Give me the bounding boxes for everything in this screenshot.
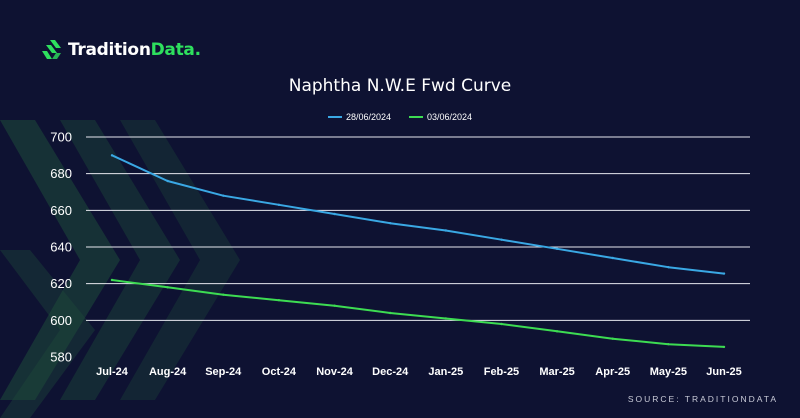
y-tick-label: 700 [50, 130, 72, 145]
x-tick-label: Jun-25 [706, 366, 741, 378]
x-tick-label: Feb-25 [484, 366, 519, 378]
legend-label: 28/06/2024 [345, 112, 391, 122]
series-line-1 [111, 154, 725, 275]
data-point [667, 342, 670, 346]
data-point [333, 212, 336, 216]
data-point [110, 278, 114, 282]
chart-legend: 28/06/2024 03/06/2024 [0, 112, 800, 122]
legend-swatch [327, 116, 342, 118]
data-point [555, 247, 559, 251]
data-point [388, 221, 392, 225]
tradition-logo-icon [42, 40, 61, 59]
data-point [444, 229, 448, 232]
source-note: SOURCE: TRADITIONDATA [627, 394, 778, 404]
data-point [611, 256, 614, 260]
decor-chevron [0, 120, 120, 400]
brand-logo: TraditionData. [40, 38, 201, 62]
data-point [667, 265, 670, 269]
data-point [500, 322, 503, 326]
legend-swatch [409, 116, 423, 118]
x-tick-label: Aug-24 [149, 366, 187, 378]
x-tick-label: Jan-25 [428, 366, 463, 378]
decor-chevron [60, 120, 180, 400]
brand-name: TraditionData. [68, 40, 201, 60]
y-tick-label: 660 [50, 203, 72, 218]
x-tick-label: Nov-24 [316, 366, 354, 378]
x-tick-label: Jul-24 [96, 366, 129, 378]
x-tick-label: Oct-24 [262, 366, 297, 378]
data-point [166, 179, 169, 183]
decor-chevron [120, 120, 240, 400]
legend-label: 03/06/2024 [427, 112, 473, 122]
x-tick-label: Mar-25 [539, 366, 574, 378]
data-point [611, 337, 614, 340]
y-tick-label: 640 [50, 240, 72, 255]
data-point [555, 330, 559, 333]
data-point [277, 203, 281, 207]
data-point [722, 272, 726, 275]
x-tick-label: May-25 [650, 366, 687, 378]
data-point [166, 286, 169, 289]
x-tick-label: Dec-24 [372, 366, 409, 378]
data-point [222, 194, 225, 197]
x-tick-label: Sep-24 [205, 366, 242, 378]
y-tick-label: 600 [50, 313, 72, 328]
data-point [277, 298, 281, 302]
data-point [222, 293, 225, 296]
series-line-2 [111, 279, 725, 348]
data-point [388, 311, 392, 315]
legend-item: 03/06/2024 [409, 112, 472, 122]
decor-chevron [0, 250, 95, 418]
data-point [444, 317, 448, 320]
y-tick-label: 580 [50, 350, 72, 365]
chart-title: Naphtha N.W.E Fwd Curve [288, 76, 512, 96]
data-point [500, 238, 503, 241]
data-point [333, 304, 336, 307]
legend-item: 28/06/2024 [327, 112, 391, 122]
data-point [722, 345, 726, 349]
x-tick-label: Apr-25 [595, 366, 630, 378]
y-tick-label: 680 [50, 166, 72, 181]
y-tick-label: 620 [50, 276, 72, 291]
data-point [110, 154, 114, 157]
